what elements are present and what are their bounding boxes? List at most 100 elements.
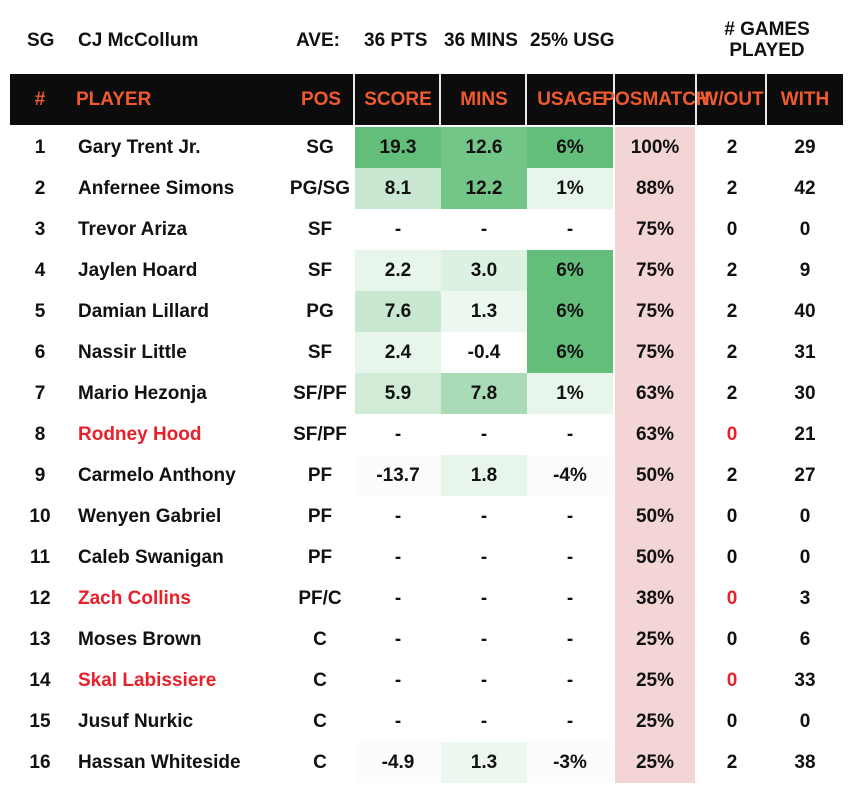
pos-match-line2: MATCH <box>642 89 710 110</box>
usage-cell: 6% <box>527 332 613 373</box>
table-row: 5 Damian Lillard PG 7.6 1.3 6% 75% 2 40 <box>0 291 860 332</box>
row-number: 10 <box>29 505 51 527</box>
header-divider <box>439 74 441 125</box>
row-number: 2 <box>34 177 46 199</box>
player-name-cell: Anfernee Simons <box>78 177 235 199</box>
games-with-cell: 21 <box>794 423 816 445</box>
games-with-cell: 27 <box>794 464 816 486</box>
row-number: 8 <box>34 423 46 445</box>
average-label: AVE: <box>296 30 340 51</box>
pos-match-cell: 63% <box>615 414 695 455</box>
col-header-mins: MINS <box>460 89 508 110</box>
position-cell: PG <box>306 300 334 322</box>
score-cell: - <box>394 423 402 445</box>
table-row: 6 Nassir Little SF 2.4 -0.4 6% 75% 2 31 <box>0 332 860 373</box>
score-cell: 2.2 <box>355 250 441 291</box>
col-header-num: # <box>34 89 46 110</box>
player-name-cell: Trevor Ariza <box>78 218 188 240</box>
games-with-cell: 9 <box>799 259 811 281</box>
table-row: 2 Anfernee Simons PG/SG 8.1 12.2 1% 88% 2 42 <box>0 168 860 209</box>
games-without-cell: 2 <box>726 341 738 363</box>
header-divider <box>765 74 767 125</box>
games-without-cell: 2 <box>726 464 738 486</box>
score-cell: - <box>394 546 402 568</box>
games-without-cell: 0 <box>726 710 738 732</box>
player-name-cell: Carmelo Anthony <box>78 464 236 486</box>
position-cell: C <box>313 628 327 650</box>
games-with-cell: 0 <box>799 505 811 527</box>
usage-cell: - <box>566 218 574 240</box>
usage-cell: - <box>566 423 574 445</box>
pos-match-cell: 25% <box>615 742 695 783</box>
player-position: SG <box>27 30 55 51</box>
minutes-cell: 1.8 <box>441 455 527 496</box>
usage-cell: 6% <box>527 291 613 332</box>
col-header-pos-match: POS MATCH <box>602 74 709 125</box>
position-cell: SF <box>307 218 333 240</box>
minutes-cell: 12.2 <box>441 168 527 209</box>
table-row: 3 Trevor Ariza SF - - - 75% 0 0 <box>0 209 860 250</box>
games-without-cell: 0 <box>726 218 738 240</box>
usage-cell: - <box>566 587 574 609</box>
games-with-cell: 3 <box>799 587 811 609</box>
usage-cell: - <box>566 505 574 527</box>
player-name: CJ McCollum <box>78 30 199 51</box>
table-row: 13 Moses Brown C - - - 25% 0 6 <box>0 619 860 660</box>
row-number: 6 <box>34 341 46 363</box>
games-with-cell: 33 <box>794 669 816 691</box>
table-row: 14 Skal Labissiere C - - - 25% 0 33 <box>0 660 860 701</box>
pos-match-cell: 75% <box>615 250 695 291</box>
table-row: 9 Carmelo Anthony PF -13.7 1.8 -4% 50% 2 27 <box>0 455 860 496</box>
pos-match-cell: 50% <box>615 455 695 496</box>
table-row: 10 Wenyen Gabriel PF - - - 50% 0 0 <box>0 496 860 537</box>
games-with-cell: 6 <box>799 628 811 650</box>
table-row: 4 Jaylen Hoard SF 2.2 3.0 6% 75% 2 9 <box>0 250 860 291</box>
games-without-cell: 0 <box>726 423 738 445</box>
games-with-cell: 30 <box>794 382 816 404</box>
position-cell: SF/PF <box>293 423 347 445</box>
position-cell: PF <box>307 505 333 527</box>
pos-match-cell: 38% <box>615 578 695 619</box>
games-with-cell: 0 <box>799 546 811 568</box>
player-name-cell: Damian Lillard <box>78 300 209 322</box>
games-with-cell: 31 <box>794 341 816 363</box>
games-without-cell: 0 <box>726 669 738 691</box>
player-name-cell: Jaylen Hoard <box>78 259 198 281</box>
minutes-cell: 1.3 <box>441 742 527 783</box>
usage-cell: - <box>566 710 574 732</box>
minutes-cell: 1.3 <box>441 291 527 332</box>
pos-match-cell: 75% <box>615 291 695 332</box>
position-cell: SF/PF <box>293 382 347 404</box>
table-row: 15 Jusuf Nurkic C - - - 25% 0 0 <box>0 701 860 742</box>
row-number: 16 <box>29 751 51 773</box>
col-header-usage: USAGE <box>537 89 605 110</box>
minutes-cell: - <box>480 628 488 650</box>
position-cell: C <box>313 669 327 691</box>
games-without-cell: 2 <box>726 382 738 404</box>
score-cell: - <box>394 587 402 609</box>
position-cell: C <box>313 710 327 732</box>
player-name-cell: Mario Hezonja <box>78 382 207 404</box>
col-header-score: SCORE <box>364 89 432 110</box>
row-number: 11 <box>29 546 51 568</box>
position-cell: PG/SG <box>289 177 351 199</box>
games-without-cell: 0 <box>726 505 738 527</box>
games-heading-line2: PLAYED <box>729 40 805 61</box>
pos-match-line1: POS <box>602 89 643 110</box>
games-with-cell: 29 <box>794 136 816 158</box>
games-played-heading: # GAMES PLAYED <box>700 19 834 61</box>
score-cell: - <box>394 505 402 527</box>
row-number: 1 <box>34 136 46 158</box>
games-heading-line1: # GAMES <box>724 19 810 40</box>
column-header-bar: # PLAYER POS SCORE MINS USAGE POS MATCH W… <box>10 74 843 125</box>
header-divider <box>353 74 355 125</box>
games-with-cell: 42 <box>794 177 816 199</box>
games-without-cell: 0 <box>726 628 738 650</box>
score-cell: - <box>394 710 402 732</box>
usage-cell: -3% <box>527 742 613 783</box>
games-with-cell: 0 <box>799 710 811 732</box>
pos-match-cell: 75% <box>615 332 695 373</box>
pos-match-cell: 63% <box>615 373 695 414</box>
minutes-cell: 3.0 <box>441 250 527 291</box>
games-without-cell: 2 <box>726 177 738 199</box>
